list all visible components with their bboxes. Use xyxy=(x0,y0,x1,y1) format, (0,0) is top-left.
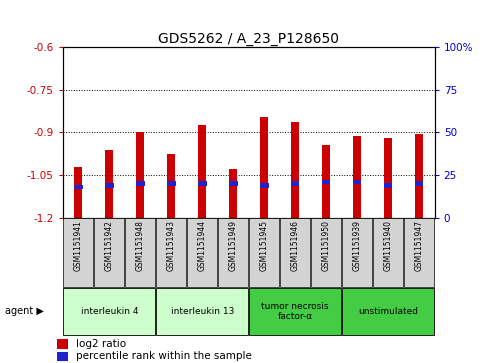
Bar xyxy=(249,288,341,335)
Bar xyxy=(291,122,299,218)
Text: GSM1151941: GSM1151941 xyxy=(74,220,83,271)
Bar xyxy=(322,180,330,184)
Bar xyxy=(218,218,248,287)
Bar xyxy=(57,339,69,349)
Text: GSM1151949: GSM1151949 xyxy=(229,220,238,271)
Text: log2 ratio: log2 ratio xyxy=(76,339,126,349)
Bar xyxy=(105,183,114,188)
Bar xyxy=(105,150,113,218)
Text: GSM1151948: GSM1151948 xyxy=(136,220,145,271)
Text: GSM1151942: GSM1151942 xyxy=(105,220,114,271)
Bar xyxy=(353,180,361,184)
Bar xyxy=(404,218,434,287)
Text: agent ▶: agent ▶ xyxy=(5,306,43,316)
Bar xyxy=(167,182,175,186)
Bar xyxy=(415,134,423,218)
Bar xyxy=(63,218,93,287)
Text: GSM1151944: GSM1151944 xyxy=(198,220,207,271)
Bar xyxy=(156,288,248,335)
Text: GSM1151950: GSM1151950 xyxy=(322,220,331,271)
Bar xyxy=(260,117,268,218)
Text: GSM1151943: GSM1151943 xyxy=(167,220,176,271)
Bar xyxy=(373,218,403,287)
Text: unstimulated: unstimulated xyxy=(358,307,418,316)
Bar xyxy=(74,185,83,189)
Bar xyxy=(126,218,155,287)
Bar xyxy=(229,182,238,186)
Bar xyxy=(291,182,299,186)
Bar xyxy=(322,145,330,218)
Text: GSM1151945: GSM1151945 xyxy=(260,220,269,271)
Bar xyxy=(354,136,361,218)
Bar xyxy=(136,182,144,186)
Bar xyxy=(384,183,393,188)
Bar xyxy=(199,125,206,218)
Bar xyxy=(198,182,207,186)
Text: GSM1151947: GSM1151947 xyxy=(415,220,424,271)
Text: tumor necrosis
factor-α: tumor necrosis factor-α xyxy=(261,302,329,321)
Title: GDS5262 / A_23_P128650: GDS5262 / A_23_P128650 xyxy=(158,32,339,46)
Bar xyxy=(57,351,69,361)
Bar xyxy=(187,218,217,287)
Bar xyxy=(63,288,155,335)
Text: GSM1151946: GSM1151946 xyxy=(291,220,300,271)
Bar xyxy=(415,182,424,186)
Text: percentile rank within the sample: percentile rank within the sample xyxy=(76,351,252,362)
Bar xyxy=(312,218,341,287)
Bar xyxy=(94,218,124,287)
Text: GSM1151939: GSM1151939 xyxy=(353,220,362,271)
Bar xyxy=(342,288,434,335)
Text: interleukin 13: interleukin 13 xyxy=(170,307,234,316)
Bar xyxy=(156,218,186,287)
Text: interleukin 4: interleukin 4 xyxy=(81,307,138,316)
Bar xyxy=(229,170,237,218)
Text: GSM1151940: GSM1151940 xyxy=(384,220,393,271)
Bar xyxy=(136,132,144,218)
Bar xyxy=(260,183,269,188)
Bar xyxy=(249,218,279,287)
Bar xyxy=(74,167,82,218)
Bar xyxy=(280,218,310,287)
Bar xyxy=(342,218,372,287)
Bar xyxy=(384,138,392,218)
Bar xyxy=(168,154,175,218)
